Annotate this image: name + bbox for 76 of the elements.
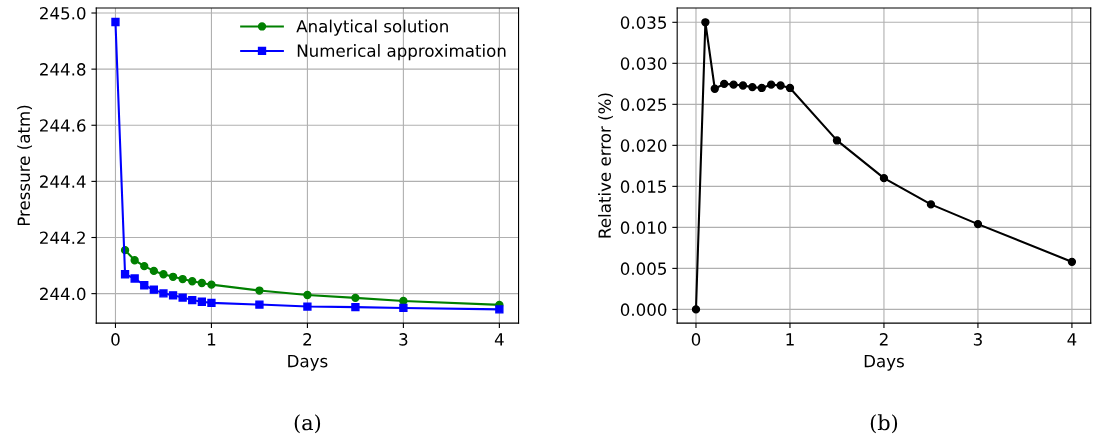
point bbox=[188, 295, 197, 305]
y-tick-label: 0.030 bbox=[620, 57, 667, 70]
point bbox=[178, 274, 187, 284]
y-tick-label: 0.015 bbox=[620, 180, 667, 193]
y-tick-label: 0.025 bbox=[620, 98, 667, 111]
point bbox=[178, 293, 187, 302]
point bbox=[159, 289, 168, 298]
point bbox=[255, 300, 264, 309]
x-tick-label: 1 bbox=[207, 333, 216, 346]
point bbox=[1067, 257, 1077, 266]
point bbox=[197, 278, 207, 288]
point bbox=[729, 80, 738, 89]
point bbox=[159, 270, 168, 279]
legend-label: Analytical solution bbox=[296, 19, 448, 36]
point bbox=[973, 219, 983, 229]
y-tick-label: 0.005 bbox=[620, 262, 667, 275]
point bbox=[303, 290, 312, 300]
x-tick-label: 2 bbox=[303, 333, 312, 346]
point bbox=[149, 285, 159, 294]
x-tick-label: 0 bbox=[691, 333, 701, 346]
point bbox=[255, 286, 264, 295]
point bbox=[720, 79, 729, 88]
x-axis-title: Days bbox=[864, 355, 904, 371]
point bbox=[140, 281, 149, 290]
point bbox=[738, 81, 748, 90]
y-tick-label: 244.4 bbox=[40, 175, 86, 188]
x-axis-title: Days bbox=[288, 355, 328, 371]
point bbox=[197, 297, 207, 306]
point bbox=[785, 83, 795, 93]
y-tick-label: 0.035 bbox=[620, 16, 667, 29]
y-axis-title: Relative error (%) bbox=[598, 93, 613, 238]
point bbox=[140, 261, 149, 271]
legend-label: Numerical approximation bbox=[297, 44, 506, 61]
point bbox=[351, 302, 360, 312]
point bbox=[149, 266, 159, 276]
x-tick-label: 4 bbox=[1067, 333, 1077, 346]
point bbox=[748, 82, 757, 92]
y-tick-label: 0.000 bbox=[620, 303, 667, 316]
point bbox=[776, 81, 785, 90]
point bbox=[710, 84, 719, 93]
point bbox=[130, 274, 139, 283]
x-tick-label: 1 bbox=[786, 333, 794, 346]
point bbox=[691, 305, 701, 314]
y-tick-label: 244.2 bbox=[40, 231, 85, 244]
y-tick-label: 244.6 bbox=[40, 119, 86, 132]
point bbox=[188, 277, 197, 286]
x-tick-label: 3 bbox=[399, 333, 408, 346]
point bbox=[399, 303, 408, 313]
x-tick-label: 0 bbox=[111, 333, 120, 346]
x-tick-label: 4 bbox=[494, 333, 504, 346]
point bbox=[111, 17, 120, 27]
point bbox=[767, 80, 776, 89]
x-tick-label: 3 bbox=[973, 333, 982, 346]
point bbox=[926, 200, 936, 209]
y-tick-label: 0.010 bbox=[620, 221, 667, 234]
point bbox=[757, 83, 766, 93]
point bbox=[879, 173, 889, 183]
text: (b) bbox=[870, 414, 898, 434]
point bbox=[351, 293, 360, 303]
point bbox=[207, 280, 216, 289]
text: (a) bbox=[294, 414, 321, 434]
y-tick-label: 244.8 bbox=[40, 63, 86, 76]
point bbox=[495, 305, 504, 314]
point bbox=[303, 302, 312, 311]
y-axis-title: Pressure (atm) bbox=[17, 105, 33, 226]
point bbox=[168, 272, 178, 281]
point bbox=[130, 256, 139, 265]
point bbox=[120, 270, 130, 279]
y-tick-label: 0.020 bbox=[620, 139, 667, 152]
x-tick-label: 2 bbox=[879, 333, 888, 346]
point bbox=[207, 298, 216, 308]
point bbox=[832, 136, 842, 145]
y-tick-label: 245.0 bbox=[40, 6, 86, 20]
point bbox=[701, 18, 710, 27]
point bbox=[168, 291, 178, 300]
y-tick-label: 244.0 bbox=[40, 287, 86, 301]
